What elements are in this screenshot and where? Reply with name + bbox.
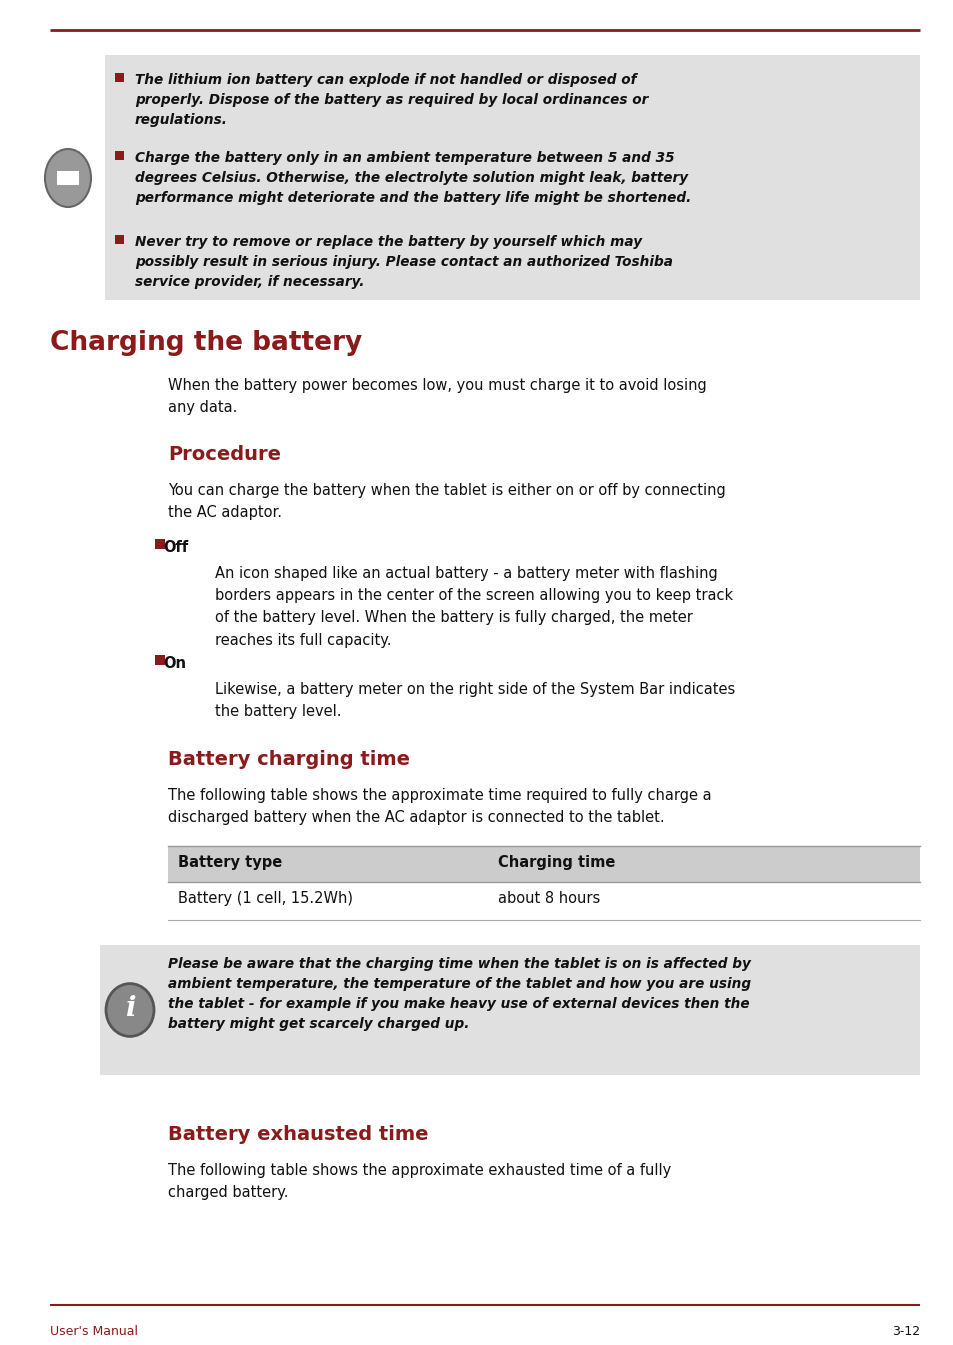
Bar bbox=[115, 73, 124, 82]
Text: Battery type: Battery type bbox=[178, 855, 282, 870]
Text: Battery (1 cell, 15.2Wh): Battery (1 cell, 15.2Wh) bbox=[178, 890, 353, 907]
Ellipse shape bbox=[45, 149, 91, 207]
Bar bbox=[154, 539, 165, 549]
Bar bbox=[168, 846, 919, 882]
Bar bbox=[115, 151, 124, 160]
Text: You can charge the battery when the tablet is either on or off by connecting
the: You can charge the battery when the tabl… bbox=[168, 483, 725, 521]
Text: An icon shaped like an actual battery - a battery meter with flashing
borders ap: An icon shaped like an actual battery - … bbox=[214, 566, 732, 647]
Text: The following table shows the approximate exhausted time of a fully
charged batt: The following table shows the approximat… bbox=[168, 1163, 671, 1200]
Text: about 8 hours: about 8 hours bbox=[497, 890, 599, 907]
Text: Never try to remove or replace the battery by yourself which may
possibly result: Never try to remove or replace the batte… bbox=[135, 235, 672, 289]
Text: Charge the battery only in an ambient temperature between 5 and 35
degrees Celsi: Charge the battery only in an ambient te… bbox=[135, 151, 691, 204]
Text: User's Manual: User's Manual bbox=[50, 1325, 138, 1338]
Text: Battery charging time: Battery charging time bbox=[168, 751, 410, 769]
Text: When the battery power becomes low, you must charge it to avoid losing
any data.: When the battery power becomes low, you … bbox=[168, 378, 706, 416]
Bar bbox=[115, 235, 124, 243]
Text: On: On bbox=[163, 656, 186, 671]
Text: Likewise, a battery meter on the right side of the System Bar indicates
the batt: Likewise, a battery meter on the right s… bbox=[214, 682, 735, 720]
Text: Procedure: Procedure bbox=[168, 445, 281, 464]
Text: Charging time: Charging time bbox=[497, 855, 615, 870]
Text: The lithium ion battery can explode if not handled or disposed of
properly. Disp: The lithium ion battery can explode if n… bbox=[135, 73, 648, 126]
Text: i: i bbox=[125, 994, 135, 1021]
Text: The following table shows the approximate time required to fully charge a
discha: The following table shows the approximat… bbox=[168, 788, 711, 826]
Text: Please be aware that the charging time when the tablet is on is affected by
ambi: Please be aware that the charging time w… bbox=[168, 958, 750, 1032]
Bar bbox=[168, 882, 919, 920]
Text: Battery exhausted time: Battery exhausted time bbox=[168, 1124, 428, 1145]
Text: Off: Off bbox=[163, 539, 188, 555]
Ellipse shape bbox=[106, 983, 153, 1037]
Bar bbox=[105, 55, 919, 300]
Bar bbox=[100, 946, 919, 1075]
Text: 3-12: 3-12 bbox=[891, 1325, 919, 1338]
Bar bbox=[154, 655, 165, 664]
Bar bbox=[57, 171, 79, 186]
Text: Charging the battery: Charging the battery bbox=[50, 330, 362, 356]
